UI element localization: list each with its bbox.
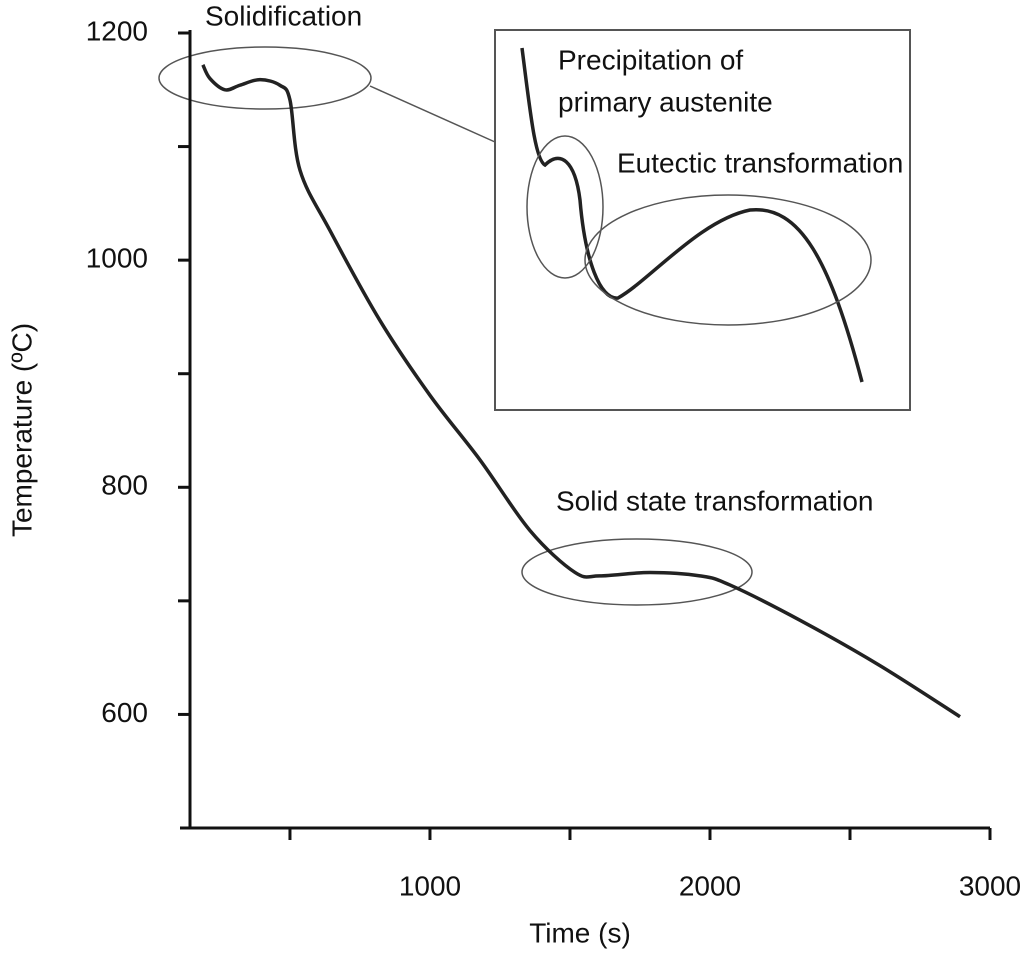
annotation: primary austenite (558, 86, 773, 117)
annotation: Eutectic transformation (617, 147, 903, 178)
y-tick-label: 1000 (86, 243, 148, 274)
x-tick-label: 1000 (399, 870, 461, 901)
annotation: Solid state transformation (556, 485, 874, 516)
cooling-curve (201, 64, 961, 719)
eutectic-ellipse (584, 194, 872, 326)
y-tick-label: 800 (101, 470, 148, 501)
y-tick-label: 600 (101, 697, 148, 728)
annotation: Solidification (205, 0, 362, 31)
solidification-ellipse (158, 46, 372, 110)
x-tick-label: 2000 (679, 870, 741, 901)
y-axis-label: Temperature (ºC) (6, 323, 37, 537)
austenite-ellipse (526, 135, 604, 279)
x-axis-label: Time (s) (529, 917, 631, 948)
annotation: Precipitation of (558, 44, 743, 75)
y-tick-label: 1200 (86, 15, 148, 46)
solid-state-ellipse (521, 538, 753, 606)
zoom-connector (369, 85, 496, 143)
x-tick-label: 3000 (959, 870, 1021, 901)
